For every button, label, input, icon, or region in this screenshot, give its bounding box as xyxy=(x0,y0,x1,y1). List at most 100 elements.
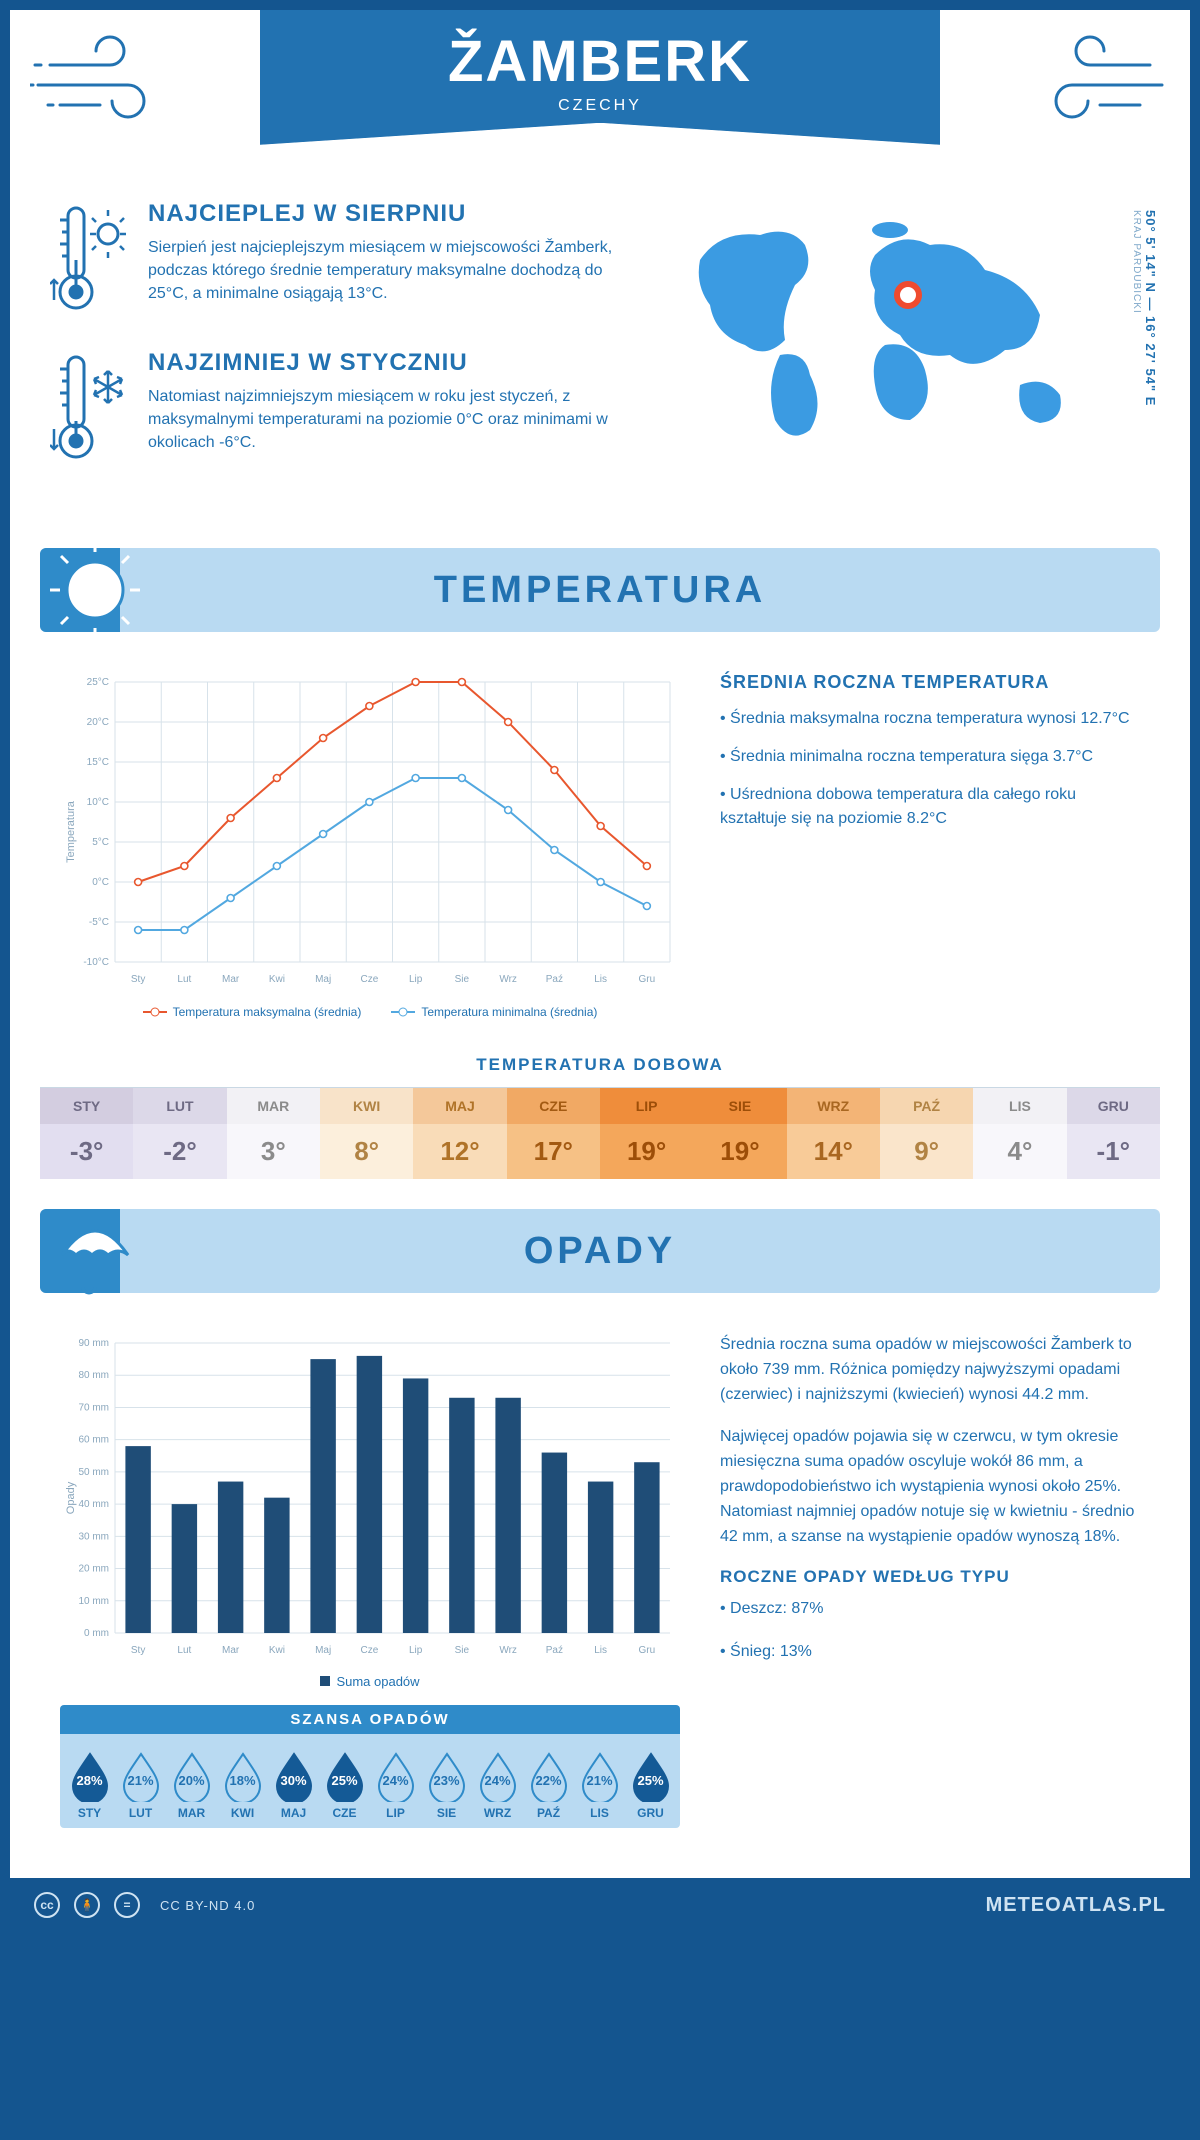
cc-nd-icon: = xyxy=(114,1892,140,1918)
svg-text:15°C: 15°C xyxy=(87,757,109,768)
precip-chart: 0 mm10 mm20 mm30 mm40 mm50 mm60 mm70 mm8… xyxy=(60,1333,680,1689)
svg-text:Maj: Maj xyxy=(315,974,331,985)
daily-col: SIE19° xyxy=(693,1088,786,1179)
chance-col: 28%STY xyxy=(64,1750,115,1820)
svg-text:Temperatura: Temperatura xyxy=(65,800,77,863)
coldest-title: NAJZIMNIEJ W STYCZNIU xyxy=(148,349,640,377)
coldest-block: NAJZIMNIEJ W STYCZNIU Natomiast najzimni… xyxy=(50,349,640,474)
city-name: ŽAMBERK xyxy=(260,28,940,95)
chance-col: 24%LIP xyxy=(370,1750,421,1820)
svg-text:30 mm: 30 mm xyxy=(78,1531,109,1542)
precip-p1: Średnia roczna suma opadów w miejscowośc… xyxy=(720,1333,1140,1407)
svg-text:80 mm: 80 mm xyxy=(78,1370,109,1381)
svg-text:0 mm: 0 mm xyxy=(84,1628,109,1639)
svg-text:60 mm: 60 mm xyxy=(78,1435,109,1446)
world-map: KRAJ PARDUBICKI 50° 5' 14" N — 16° 27' 5… xyxy=(670,200,1150,498)
wind-swirl-icon xyxy=(1020,30,1170,130)
svg-text:Mar: Mar xyxy=(222,1645,240,1656)
brand-text: METEOATLAS.PL xyxy=(986,1894,1166,1917)
svg-text:90 mm: 90 mm xyxy=(78,1338,109,1349)
svg-text:Wrz: Wrz xyxy=(499,1645,517,1656)
umbrella-icon xyxy=(50,1203,140,1299)
chance-strip: 28%STY21%LUT20%MAR18%KWI30%MAJ25%CZE24%L… xyxy=(60,1734,680,1828)
svg-text:25°C: 25°C xyxy=(87,677,109,688)
svg-text:Sty: Sty xyxy=(131,974,145,985)
svg-text:40 mm: 40 mm xyxy=(78,1499,109,1510)
coordinates: 50° 5' 14" N — 16° 27' 54" E xyxy=(1143,210,1158,406)
temperature-band: TEMPERATURA xyxy=(40,548,1160,632)
daily-temp-title: TEMPERATURA DOBOWA xyxy=(10,1055,1190,1075)
svg-text:Lut: Lut xyxy=(177,1645,191,1656)
svg-text:Opady: Opady xyxy=(65,1481,77,1514)
daily-temp-table: STY-3°LUT-2°MAR3°KWI8°MAJ12°CZE17°LIP19°… xyxy=(40,1087,1160,1179)
svg-text:Cze: Cze xyxy=(360,1645,378,1656)
region-label: KRAJ PARDUBICKI xyxy=(1131,210,1142,314)
svg-text:10°C: 10°C xyxy=(87,797,109,808)
daily-col: MAR3° xyxy=(227,1088,320,1179)
temp-stat-item: • Średnia maksymalna roczna temperatura … xyxy=(720,707,1140,731)
country-name: CZECHY xyxy=(260,97,940,115)
daily-col: GRU-1° xyxy=(1067,1088,1160,1179)
svg-text:20 mm: 20 mm xyxy=(78,1564,109,1575)
svg-text:-10°C: -10°C xyxy=(83,957,109,968)
daily-col: CZE17° xyxy=(507,1088,600,1179)
daily-col: KWI8° xyxy=(320,1088,413,1179)
title-ribbon: ŽAMBERK CZECHY xyxy=(260,10,940,123)
chance-col: 30%MAJ xyxy=(268,1750,319,1820)
precip-band: OPADY xyxy=(40,1209,1160,1293)
intro-row: NAJCIEPLEJ W SIERPNIU Sierpień jest najc… xyxy=(10,170,1190,518)
chance-col: 21%LUT xyxy=(115,1750,166,1820)
svg-text:Gru: Gru xyxy=(639,974,656,985)
svg-text:50 mm: 50 mm xyxy=(78,1467,109,1478)
daily-col: STY-3° xyxy=(40,1088,133,1179)
svg-text:Lut: Lut xyxy=(177,974,191,985)
precip-type-item: • Deszcz: 87% xyxy=(720,1597,1140,1622)
svg-text:5°C: 5°C xyxy=(92,837,109,848)
sun-icon xyxy=(50,542,140,638)
chance-col: 18%KWI xyxy=(217,1750,268,1820)
svg-text:Lip: Lip xyxy=(409,974,423,985)
precip-title: OPADY xyxy=(524,1230,676,1273)
svg-text:Gru: Gru xyxy=(639,1645,656,1656)
thermometer-snow-icon xyxy=(50,349,130,474)
legend-min: Temperatura minimalna (średnia) xyxy=(421,1005,597,1019)
svg-text:Sie: Sie xyxy=(455,974,470,985)
svg-text:10 mm: 10 mm xyxy=(78,1596,109,1607)
precip-text: Średnia roczna suma opadów w miejscowośc… xyxy=(720,1333,1140,1828)
svg-text:Kwi: Kwi xyxy=(269,1645,285,1656)
daily-col: PAŹ9° xyxy=(880,1088,973,1179)
footer: cc 🧍 = CC BY-ND 4.0 METEOATLAS.PL xyxy=(10,1878,1190,1932)
daily-col: LIP19° xyxy=(600,1088,693,1179)
cc-icon: cc xyxy=(34,1892,60,1918)
svg-text:Cze: Cze xyxy=(360,974,378,985)
svg-text:20°C: 20°C xyxy=(87,717,109,728)
chance-col: 25%CZE xyxy=(319,1750,370,1820)
thermometer-sun-icon xyxy=(50,200,130,325)
svg-text:Lis: Lis xyxy=(594,1645,607,1656)
svg-text:Paź: Paź xyxy=(546,974,563,985)
svg-text:Mar: Mar xyxy=(222,974,240,985)
svg-text:Kwi: Kwi xyxy=(269,974,285,985)
coldest-body: Natomiast najzimniejszym miesiącem w rok… xyxy=(148,385,640,455)
daily-col: LUT-2° xyxy=(133,1088,226,1179)
precip-type-title: ROCZNE OPADY WEDŁUG TYPU xyxy=(720,1567,1140,1587)
temp-stat-item: • Średnia minimalna roczna temperatura s… xyxy=(720,745,1140,769)
svg-text:Lip: Lip xyxy=(409,1645,423,1656)
chance-col: 21%LIS xyxy=(574,1750,625,1820)
svg-text:Wrz: Wrz xyxy=(499,974,517,985)
svg-text:Maj: Maj xyxy=(315,1645,331,1656)
svg-text:Sty: Sty xyxy=(131,1645,145,1656)
header: ŽAMBERK CZECHY xyxy=(10,10,1190,170)
chance-col: 23%SIE xyxy=(421,1750,472,1820)
svg-text:Paź: Paź xyxy=(546,1645,563,1656)
daily-col: MAJ12° xyxy=(413,1088,506,1179)
chance-title: SZANSA OPADÓW xyxy=(60,1705,680,1734)
chance-col: 20%MAR xyxy=(166,1750,217,1820)
warmest-block: NAJCIEPLEJ W SIERPNIU Sierpień jest najc… xyxy=(50,200,640,325)
license-text: CC BY-ND 4.0 xyxy=(160,1898,255,1913)
svg-text:-5°C: -5°C xyxy=(89,917,109,928)
temperature-stats: ŚREDNIA ROCZNA TEMPERATURA • Średnia mak… xyxy=(720,672,1140,1019)
chance-col: 24%WRZ xyxy=(472,1750,523,1820)
precip-legend: Suma opadów xyxy=(336,1674,419,1689)
temperature-title: TEMPERATURA xyxy=(434,569,767,612)
